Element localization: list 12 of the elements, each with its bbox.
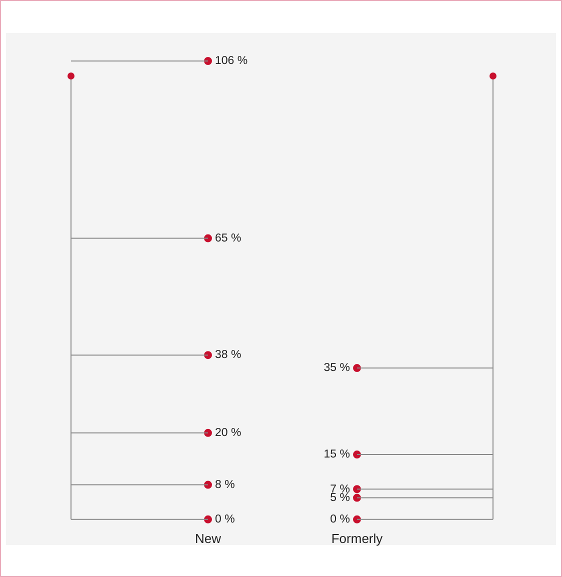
data-label: 8 % bbox=[215, 478, 235, 491]
data-label: 35 % bbox=[324, 362, 350, 374]
x-tick-label: Formerly bbox=[331, 530, 384, 546]
data-label: 0 % bbox=[330, 514, 350, 526]
data-label: 0 % bbox=[215, 514, 235, 526]
data-label: 20 % bbox=[215, 427, 242, 440]
data-label: 38 % bbox=[215, 349, 242, 362]
data-label: 5 % bbox=[330, 492, 350, 504]
x-tick-label: New bbox=[194, 530, 222, 546]
data-label: 65 % bbox=[215, 232, 242, 244]
data-label: 106 % bbox=[215, 55, 248, 68]
data-label: 15 % bbox=[324, 448, 350, 461]
